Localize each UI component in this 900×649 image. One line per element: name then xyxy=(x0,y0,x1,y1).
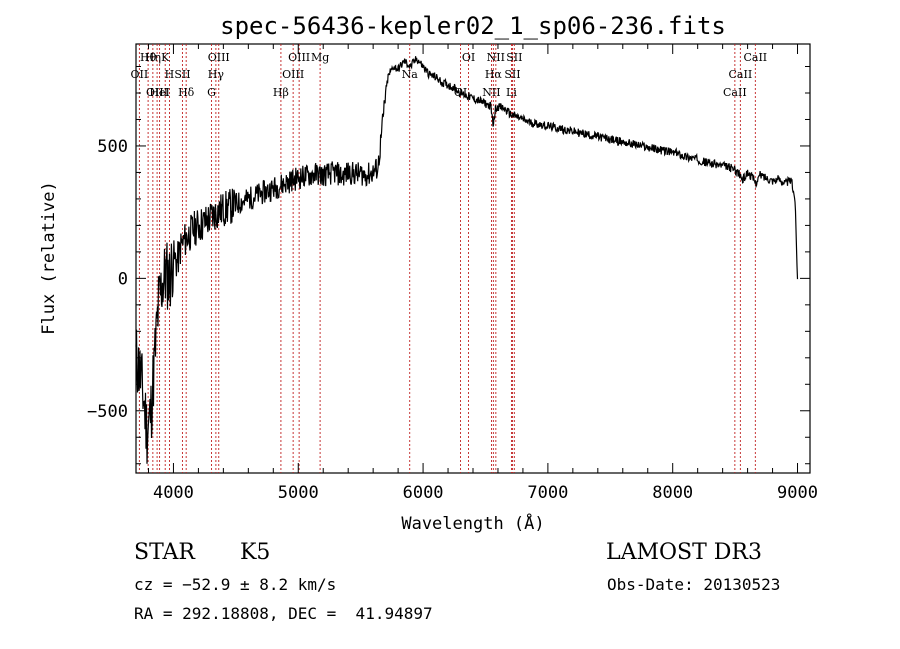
spectral-line-label: OIII xyxy=(208,51,230,64)
object-class: STAR xyxy=(134,540,195,565)
x-tick-label: 5000 xyxy=(278,483,319,503)
spectral-line-label: Mg xyxy=(311,51,329,64)
survey-name: LAMOST DR3 xyxy=(606,540,762,565)
chart-title: spec-56436-kepler02_1_sp06-236.fits xyxy=(220,12,726,40)
y-tick-label: −500 xyxy=(87,402,128,422)
spectral-line-label: CaII xyxy=(743,51,767,64)
spectral-line-label: H xyxy=(165,68,175,81)
coordinates: RA = 292.18808, DEC = 41.94897 xyxy=(134,604,433,623)
y-tick-label: 0 xyxy=(118,269,128,289)
spectral-line-label: OI xyxy=(454,86,467,99)
flux-series-line xyxy=(135,56,799,464)
plot-frame xyxy=(135,43,811,474)
spectral-line-label: Hγ xyxy=(208,68,225,81)
spectral-line-label: CaII xyxy=(723,86,747,99)
spectral-line-label: SII xyxy=(174,68,190,81)
spectral-line-label: Hβ xyxy=(273,86,289,99)
x-axis-label: Wavelength (Å) xyxy=(401,512,544,534)
x-tick-label: 4000 xyxy=(153,483,194,503)
redshift-cz: cz = −52.9 ± 8.2 km/s xyxy=(134,575,337,594)
spectral-line-label: Hθ xyxy=(140,51,157,64)
spectral-line-label: OII xyxy=(131,68,149,81)
spectral-line-label: K xyxy=(161,51,170,64)
spectral-line-label: CaII xyxy=(729,68,753,81)
observation-date: Obs-Date: 20130523 xyxy=(607,575,781,594)
spectral-line-label: OI xyxy=(462,51,475,64)
spectral-line-label: SII xyxy=(504,68,520,81)
spectral-line-label: G xyxy=(207,86,216,99)
spectral-line-label: Hη xyxy=(145,51,161,64)
y-tick-label: 500 xyxy=(97,137,128,157)
spectral-line-label: OIII xyxy=(146,86,168,99)
object-subclass: K5 xyxy=(240,540,271,565)
spectral-line-label: Li xyxy=(506,86,517,99)
x-tick-label: 7000 xyxy=(527,483,568,503)
spectral-line-label: OIII xyxy=(288,51,310,64)
spectral-line-label: Hδ xyxy=(178,86,195,99)
x-tick-label: 6000 xyxy=(403,483,444,503)
y-axis-label: Flux (relative) xyxy=(39,181,59,335)
spectral-line-label: HeI xyxy=(149,86,169,99)
spectral-line-label: OIII xyxy=(282,68,304,81)
spectral-line-label: Hα xyxy=(485,68,503,81)
x-tick-label: 8000 xyxy=(652,483,693,503)
spectral-line-label: Na xyxy=(402,68,419,81)
spectral-line-label: NII xyxy=(487,51,505,64)
x-tick-label: 9000 xyxy=(777,483,818,503)
spectral-line-label: NII xyxy=(482,86,500,99)
spectral-line-label: SII xyxy=(506,51,522,64)
